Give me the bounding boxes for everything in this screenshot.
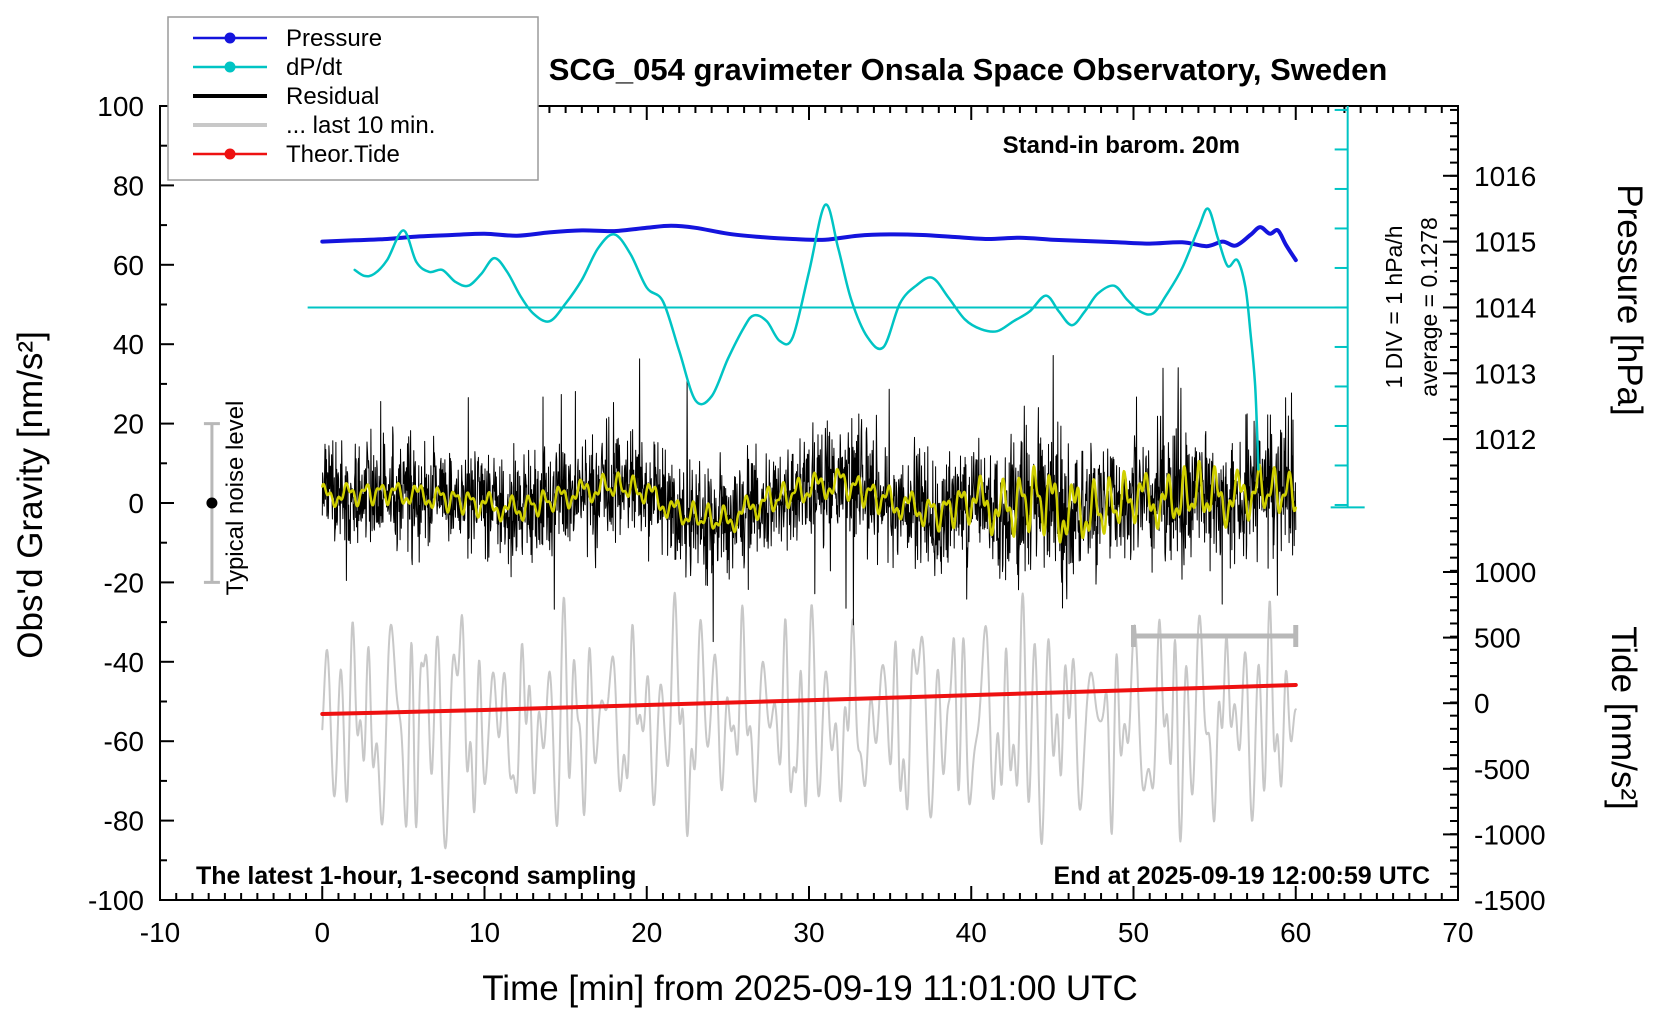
x-tick-label: 70 [1442,917,1473,948]
gravity-tick-label: 0 [128,488,144,519]
end-time-note: End at 2025-09-19 12:00:59 UTC [1053,862,1430,890]
x-tick-label: 20 [631,917,662,948]
pressure-tick-label: 1014 [1474,292,1536,323]
div-scale-note: 1 DIV = 1 hPa/h [1381,225,1407,388]
y-axis-label-gravity: Obs'd Gravity [nm/s²] [11,331,50,659]
y-axis-label-pressure: Pressure [hPa] [1610,184,1649,416]
theor-tide-curve [320,683,1298,716]
div-scalebar [307,106,1365,509]
dpdt-curve [353,203,1260,471]
sampling-note: The latest 1-hour, 1-second sampling [196,862,636,890]
pressure-curve [320,223,1298,263]
average-note: average = 0.1278 [1416,217,1442,397]
noise-level-note: Typical noise level [222,401,249,596]
pressure-tick-label: 1015 [1474,227,1536,258]
legend-marker-dot [224,32,236,44]
last10-marker [1131,624,1299,647]
tide-tick-label: -500 [1474,754,1530,785]
x-tick-label: -10 [140,917,180,948]
legend-marker-dot [224,61,236,73]
gravity-tick-label: 40 [113,329,144,360]
legend-label: dP/dt [286,54,342,81]
x-tick-label: 0 [314,917,330,948]
legend-marker-dot [224,148,236,160]
x-tick-label: 50 [1118,917,1149,948]
x-tick-label: 40 [956,917,987,948]
noise-level-bar [203,422,220,584]
pressure-tick-label: 1013 [1474,358,1536,389]
gravity-tick-label: -100 [88,885,144,916]
gravity-tick-label: -40 [104,647,144,678]
chart-title: SCG_054 gravimeter Onsala Space Observat… [549,52,1388,87]
gravity-tick-label: 60 [113,250,144,281]
gravity-tick-label: 80 [113,170,144,201]
tide-tick-label: 0 [1474,688,1490,719]
tide-tick-label: 1000 [1474,557,1536,588]
x-tick-label: 30 [793,917,824,948]
y-axis-label-tide: Tide [nm/s²] [1604,626,1643,809]
legend-label: Theor.Tide [286,141,400,168]
tide-tick-label: -1000 [1474,819,1546,850]
pressure-tick-label: 1016 [1474,161,1536,192]
legend-label: ... last 10 min. [286,112,435,139]
tide-tick-label: 500 [1474,623,1521,654]
axes [159,105,1459,901]
gravity-tick-label: -60 [104,726,144,757]
tide-tick-label: -1500 [1474,885,1546,916]
x-tick-label: 10 [469,917,500,948]
legend-label: Residual [286,83,379,110]
gravity-tick-label: -80 [104,806,144,837]
pressure-tick-label: 1012 [1474,424,1536,455]
gravity-tick-label: 100 [97,91,144,122]
legend-label: Pressure [286,25,382,52]
lowpass-trace [321,459,1298,544]
gravity-tick-label: -20 [104,567,144,598]
x-axis-label: Time [min] from 2025-09-19 11:01:00 UTC [482,969,1138,1008]
gravity-tick-label: 20 [113,409,144,440]
standin-barometer-note: Stand-in barom. 20m [1003,132,1240,159]
x-tick-label: 60 [1280,917,1311,948]
